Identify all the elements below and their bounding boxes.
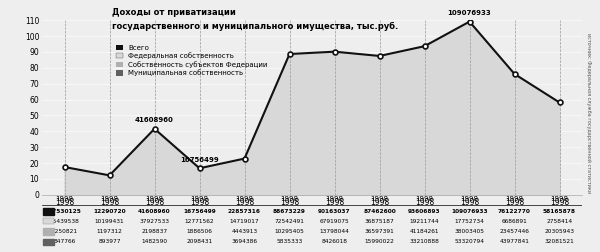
- Text: 13798044: 13798044: [320, 229, 349, 234]
- Text: 8426018: 8426018: [322, 239, 347, 244]
- Text: 893977: 893977: [98, 239, 121, 244]
- Text: 1998: 1998: [146, 196, 163, 202]
- Text: 1998: 1998: [415, 196, 433, 202]
- Text: источник: Федеральная служба государственной статистики: источник: Федеральная служба государстве…: [586, 33, 591, 194]
- Text: Доходы от приватизации: Доходы от приватизации: [112, 8, 236, 17]
- Text: 15439538: 15439538: [50, 218, 79, 224]
- Text: 1482590: 1482590: [142, 239, 167, 244]
- Text: 1998: 1998: [101, 196, 119, 202]
- Text: 76122770: 76122770: [498, 209, 531, 214]
- Text: 10199431: 10199431: [95, 218, 124, 224]
- Text: 3694386: 3694386: [232, 239, 257, 244]
- Legend: Всего, Федеральная собственность, Собственность субъектов Федерации, Муниципальн: Всего, Федеральная собственность, Собств…: [116, 45, 268, 76]
- Text: 88673229: 88673229: [273, 209, 306, 214]
- Text: 1998: 1998: [551, 196, 569, 202]
- Text: 6686891: 6686891: [502, 218, 527, 224]
- Text: 72542491: 72542491: [275, 218, 304, 224]
- Text: 1998: 1998: [371, 196, 389, 202]
- Text: 20305943: 20305943: [545, 229, 575, 234]
- Text: 1998: 1998: [235, 196, 254, 202]
- Text: 1998: 1998: [281, 196, 299, 202]
- Text: 41184261: 41184261: [410, 229, 439, 234]
- Text: 2198837: 2198837: [142, 229, 167, 234]
- Bar: [43, 218, 54, 224]
- Text: 67919075: 67919075: [320, 218, 349, 224]
- Text: 17530125: 17530125: [48, 209, 81, 214]
- Text: 36875187: 36875187: [365, 218, 394, 224]
- Text: 22857316: 22857316: [228, 209, 261, 214]
- Text: государственного и муниципального имущества, тыс.руб.: государственного и муниципального имущес…: [112, 22, 398, 31]
- Bar: [43, 239, 54, 245]
- Text: 23457446: 23457446: [500, 229, 529, 234]
- Text: 12290720: 12290720: [93, 209, 126, 214]
- Text: 16756499: 16756499: [183, 209, 216, 214]
- Text: 33210888: 33210888: [410, 239, 439, 244]
- Text: 10295405: 10295405: [275, 229, 304, 234]
- Text: 1998: 1998: [56, 196, 74, 202]
- Text: 32081521: 32081521: [545, 239, 574, 244]
- Text: 43977841: 43977841: [500, 239, 529, 244]
- Text: 4443913: 4443913: [232, 229, 257, 234]
- Text: 2758414: 2758414: [547, 218, 572, 224]
- Text: 2098431: 2098431: [187, 239, 212, 244]
- Text: 38003405: 38003405: [455, 229, 485, 234]
- Bar: [43, 228, 54, 235]
- Text: 1197312: 1197312: [97, 229, 122, 234]
- Text: 5835333: 5835333: [277, 239, 302, 244]
- Text: 1250821: 1250821: [52, 229, 77, 234]
- Text: 1998: 1998: [191, 196, 209, 202]
- Text: 16756499: 16756499: [180, 157, 219, 163]
- Text: 1998: 1998: [325, 196, 343, 202]
- Text: 41608960: 41608960: [135, 117, 174, 123]
- Text: 93606893: 93606893: [408, 209, 441, 214]
- Text: 41608960: 41608960: [138, 209, 171, 214]
- Text: 87462600: 87462600: [363, 209, 396, 214]
- Text: 90163037: 90163037: [318, 209, 351, 214]
- Text: 109076933: 109076933: [448, 10, 491, 16]
- Text: 17752734: 17752734: [455, 218, 484, 224]
- Text: 19211744: 19211744: [410, 218, 439, 224]
- Text: 58165878: 58165878: [543, 209, 576, 214]
- Text: 109076933: 109076933: [451, 209, 488, 214]
- Text: 1998: 1998: [461, 196, 479, 202]
- Text: 53320794: 53320794: [455, 239, 485, 244]
- Bar: [43, 208, 54, 214]
- Text: 36597391: 36597391: [365, 229, 394, 234]
- Text: 37927533: 37927533: [139, 218, 170, 224]
- Text: 15990022: 15990022: [365, 239, 394, 244]
- Text: 847766: 847766: [53, 239, 76, 244]
- Text: 1998: 1998: [505, 196, 523, 202]
- Text: 12771562: 12771562: [185, 218, 214, 224]
- Text: 1886506: 1886506: [187, 229, 212, 234]
- Text: 14719017: 14719017: [230, 218, 259, 224]
